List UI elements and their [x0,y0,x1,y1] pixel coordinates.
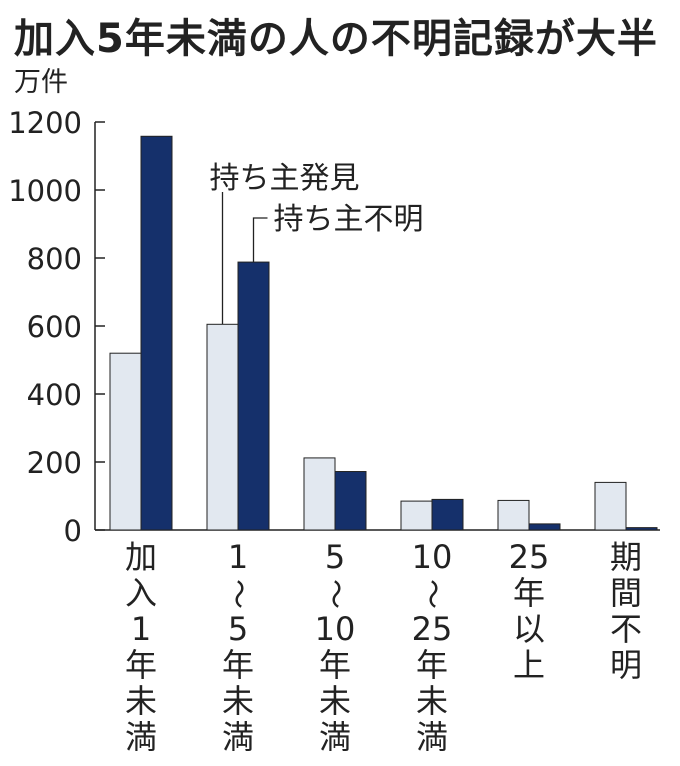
chart-title: 加入5年未満の人の不明記録が大半 [14,16,658,62]
bar-owner-unknown [334,471,367,531]
x-category-label: 25 [509,538,550,576]
x-category-label: 未 [416,682,448,720]
x-category-label: 不 [610,610,642,648]
x-category-label: 10 [412,538,453,576]
x-category-label: 満 [222,718,254,756]
bar-owner-unknown [625,527,658,531]
x-category-label: 年 [222,646,254,684]
x-category-label: 上 [513,646,545,684]
y-axis-unit: 万件 [14,67,68,98]
x-category-label: ～ [317,579,352,609]
x-category-label: 間 [610,574,642,612]
x-category-label: 5 [228,610,248,648]
x-category-label: 入 [125,574,157,612]
y-tick-labels: 0 200 400 600 800 1000 1200 [8,106,82,548]
x-category-label: 未 [125,682,157,720]
chart-axes [94,121,660,531]
y-tick-label: 1200 [8,106,82,140]
bar-owner-found [206,323,239,531]
x-category-label: 加 [125,538,157,576]
x-category-label: 年 [416,646,448,684]
x-category-label: 年 [125,646,157,684]
y-tick-label: 1000 [8,174,82,208]
y-tick-label: 600 [27,310,82,344]
legend-label-owner-unknown: 持ち主不明 [274,202,424,237]
x-category-label: 1 [131,610,151,648]
bar-owner-found [400,500,433,531]
x-category-label: 5 [325,538,345,576]
bar-owner-found [303,457,336,531]
x-category-label: ～ [220,579,255,609]
x-category-label: ～ [414,579,449,609]
y-tick-label: 800 [27,242,82,276]
x-category-label: 未 [319,682,351,720]
x-category-label: 未 [222,682,254,720]
legend-leader-line [252,217,268,263]
bar-owner-unknown [528,523,561,531]
x-category-label: 年 [319,646,351,684]
x-category-label: 10 [315,610,356,648]
bar-owner-unknown [237,261,270,531]
bar-owner-found [497,499,530,531]
x-category-label: 満 [416,718,448,756]
x-category-label: 満 [319,718,351,756]
x-category-label: 満 [125,718,157,756]
y-tick-label: 0 [64,514,82,548]
bar-owner-unknown [431,498,464,531]
bar-owner-unknown [140,135,173,531]
bar-owner-found [594,481,627,531]
x-category-label: 25 [412,610,453,648]
x-category-label: 年 [513,574,545,612]
x-category-label: 明 [610,646,642,684]
bars [109,135,658,531]
legend-label-owner-found: 持ち主発見 [210,161,360,196]
x-category-label: 期 [610,538,642,576]
y-tick-label: 200 [27,446,82,480]
x-category-label: 以 [513,610,545,648]
y-tick-label: 400 [27,378,82,412]
bar-owner-found [109,352,142,531]
x-category-label: 1 [228,538,248,576]
